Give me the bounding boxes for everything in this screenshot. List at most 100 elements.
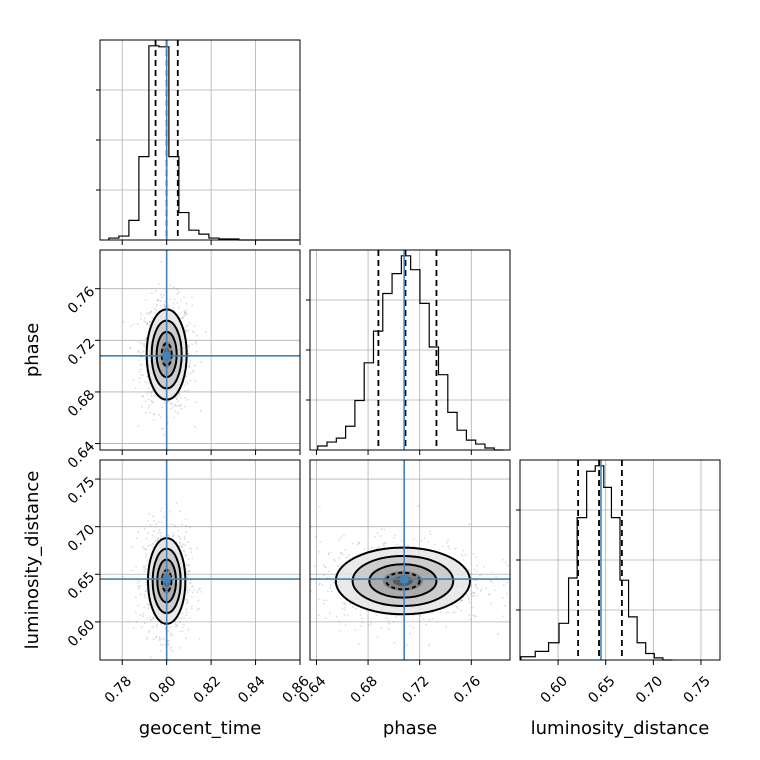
sample-point bbox=[470, 593, 472, 595]
sample-point bbox=[501, 597, 504, 599]
contour-level-0 bbox=[385, 571, 421, 591]
sample-point bbox=[153, 312, 156, 314]
sample-point bbox=[155, 523, 158, 526]
sample-point bbox=[130, 325, 132, 327]
sample-point bbox=[155, 636, 157, 639]
sample-point bbox=[189, 581, 191, 584]
sample-point bbox=[454, 547, 457, 550]
sample-point bbox=[185, 309, 188, 312]
sample-point bbox=[505, 562, 508, 564]
sample-point bbox=[182, 549, 185, 552]
sample-point bbox=[170, 646, 172, 649]
sample-point bbox=[434, 543, 436, 546]
sample-point bbox=[502, 615, 505, 618]
sample-point bbox=[348, 603, 351, 605]
sample-point bbox=[149, 618, 152, 621]
sample-point bbox=[480, 588, 483, 591]
sample-point bbox=[541, 601, 543, 603]
sample-point bbox=[177, 394, 180, 397]
sample-point bbox=[179, 536, 181, 539]
sample-point bbox=[172, 302, 175, 305]
sample-point bbox=[183, 538, 186, 541]
sample-point bbox=[362, 621, 364, 623]
sample-point bbox=[188, 547, 191, 550]
sample-point bbox=[167, 644, 170, 646]
sample-point bbox=[192, 585, 194, 588]
sample-point bbox=[157, 532, 160, 534]
sample-point bbox=[490, 579, 493, 582]
sample-point bbox=[338, 557, 341, 559]
sample-point bbox=[474, 583, 477, 586]
sample-point bbox=[326, 590, 329, 593]
sample-point bbox=[497, 633, 499, 635]
sample-point bbox=[187, 541, 190, 543]
sample-point bbox=[169, 284, 172, 287]
sample-point bbox=[163, 434, 166, 436]
sample-point bbox=[468, 523, 471, 526]
sample-point bbox=[351, 542, 354, 545]
panel-luminosity_distance_vs_geocent_time bbox=[99, 459, 301, 661]
sample-point bbox=[193, 589, 195, 591]
sample-point bbox=[146, 375, 149, 378]
sample-point bbox=[187, 570, 190, 572]
sample-point bbox=[185, 570, 188, 573]
sample-point bbox=[472, 592, 475, 594]
sample-point bbox=[182, 623, 185, 626]
sample-point bbox=[447, 545, 450, 548]
sample-point bbox=[159, 650, 162, 652]
sample-point bbox=[182, 316, 185, 319]
sample-point bbox=[464, 553, 467, 556]
sample-point bbox=[185, 554, 188, 556]
sample-point bbox=[359, 625, 362, 627]
xtick-label-luminosity_distance-1: 0.65 bbox=[585, 673, 618, 706]
truth-marker bbox=[400, 575, 409, 584]
sample-point bbox=[185, 614, 188, 617]
sample-point bbox=[205, 331, 208, 333]
contour-level-1 bbox=[368, 563, 438, 599]
sample-point bbox=[472, 614, 475, 617]
sample-point bbox=[474, 615, 477, 618]
sample-point bbox=[185, 637, 188, 640]
sample-point bbox=[471, 595, 474, 597]
sample-point bbox=[149, 544, 152, 546]
sample-point bbox=[385, 617, 388, 620]
sample-point bbox=[142, 374, 144, 376]
sample-point bbox=[122, 321, 125, 323]
sample-point bbox=[180, 546, 183, 549]
sample-point bbox=[461, 599, 463, 602]
ytick-label-luminosity_distance-0: 0.60 bbox=[65, 617, 98, 650]
sample-point bbox=[189, 617, 191, 620]
sample-point bbox=[188, 588, 191, 591]
sample-point bbox=[178, 306, 180, 309]
sample-point bbox=[355, 607, 358, 610]
sample-point bbox=[176, 287, 179, 290]
sample-point bbox=[148, 321, 151, 323]
sample-point bbox=[186, 575, 189, 578]
sample-point bbox=[191, 591, 194, 594]
sample-point bbox=[172, 535, 175, 538]
truth-marker bbox=[162, 351, 171, 360]
sample-point bbox=[180, 403, 182, 406]
sample-point bbox=[344, 606, 346, 609]
sample-point bbox=[198, 607, 201, 610]
sample-point bbox=[184, 311, 187, 314]
sample-point bbox=[447, 611, 449, 614]
sample-point bbox=[185, 330, 188, 333]
sample-point bbox=[175, 288, 178, 291]
sample-point bbox=[323, 574, 325, 577]
sample-point bbox=[185, 375, 187, 378]
sample-point bbox=[338, 629, 341, 632]
grid bbox=[100, 250, 300, 450]
sample-point bbox=[167, 642, 170, 645]
sample-point bbox=[172, 306, 174, 309]
sample-point bbox=[159, 638, 161, 640]
sample-point bbox=[188, 365, 191, 368]
sample-point bbox=[455, 605, 458, 608]
sample-point bbox=[141, 395, 144, 397]
sample-point bbox=[343, 534, 345, 537]
sample-point bbox=[183, 616, 186, 619]
sample-point bbox=[160, 261, 163, 263]
sample-point bbox=[512, 581, 514, 583]
sample-point bbox=[329, 587, 331, 590]
sample-point bbox=[313, 565, 316, 567]
